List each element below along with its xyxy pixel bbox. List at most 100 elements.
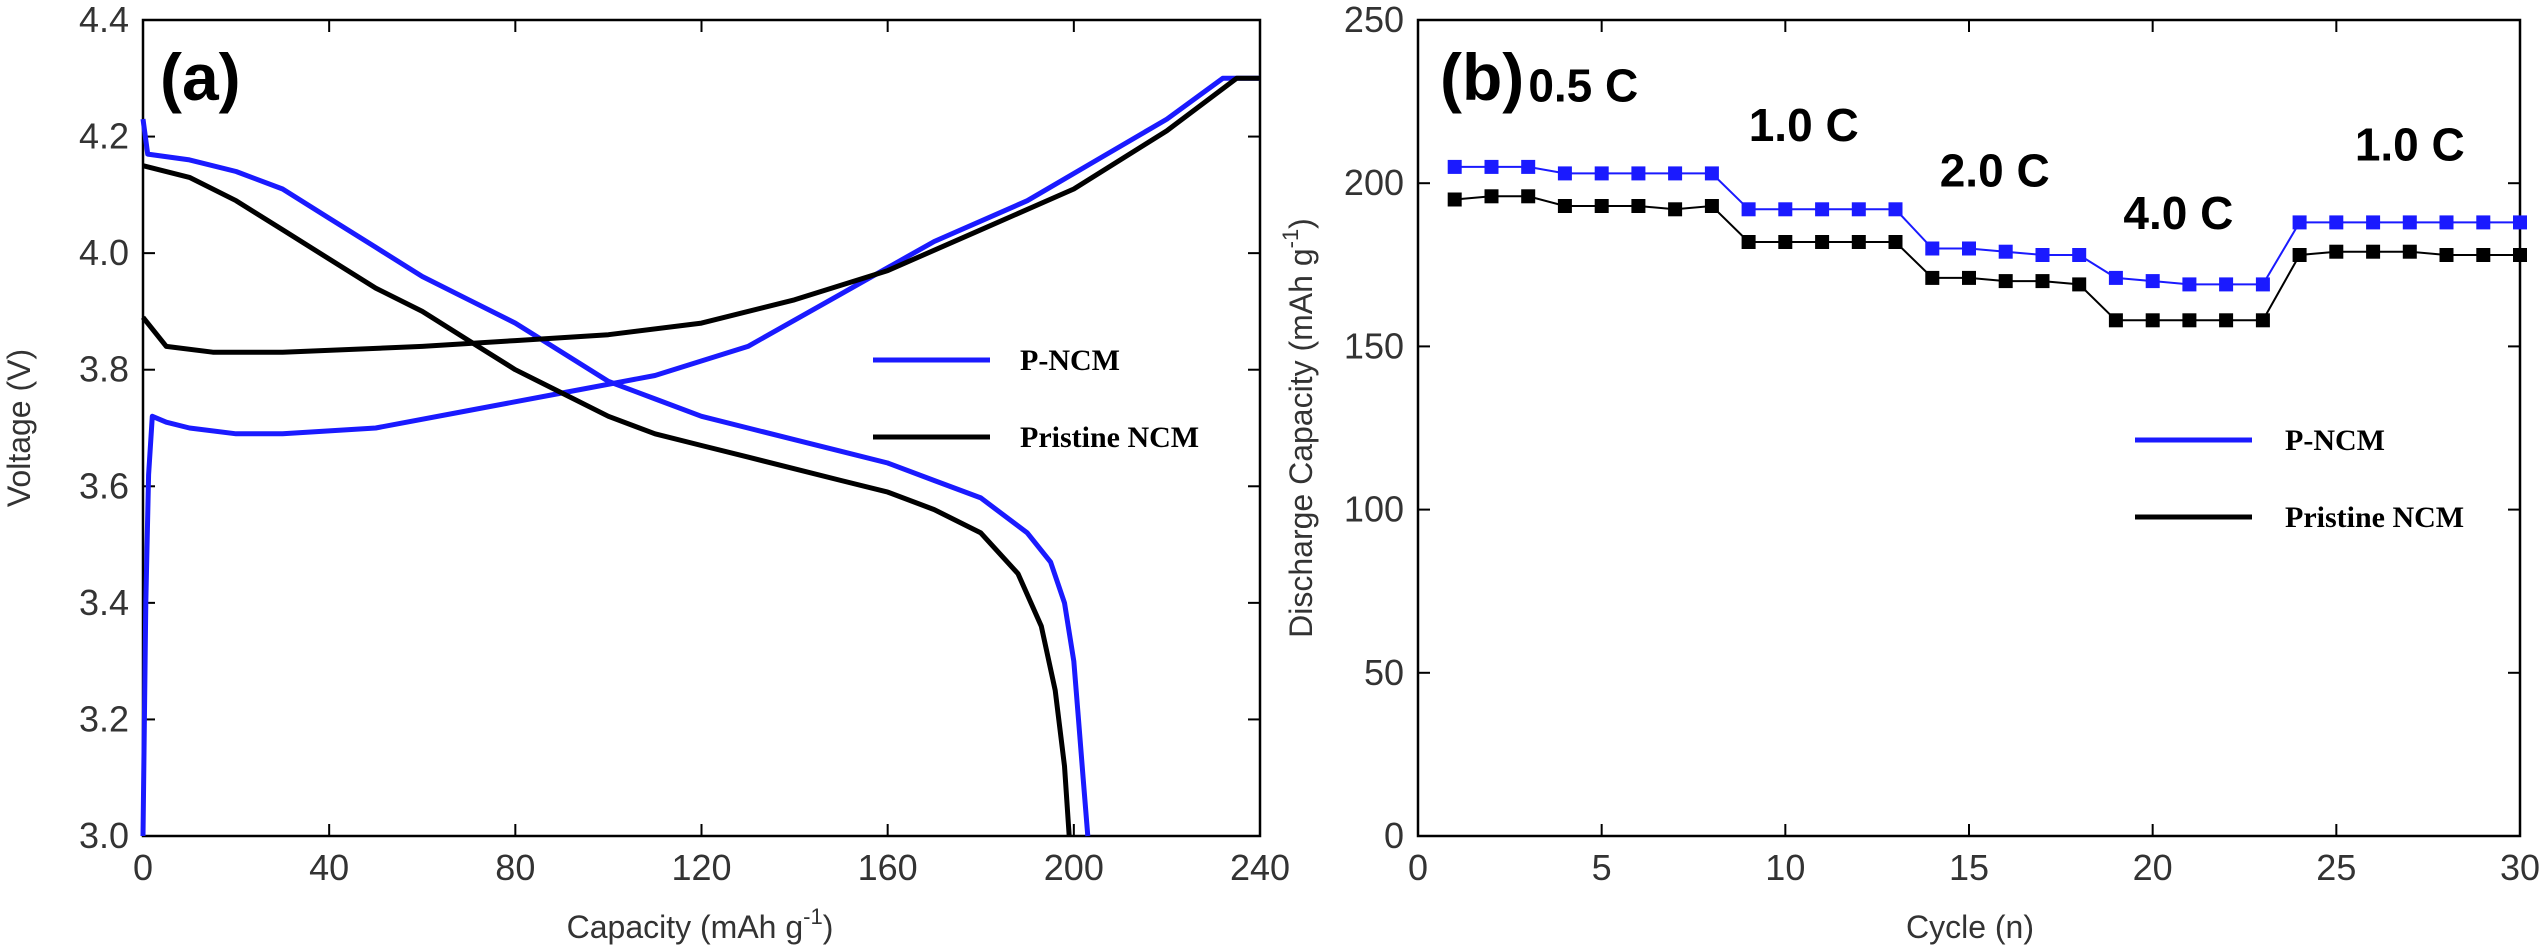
panel-b-ticks: 0 5 10 15 20 25 30 0 50 100 150 200 250	[1344, 0, 2540, 888]
panel-b-pristine-ncm-point	[2182, 313, 2197, 328]
panel-b-p-ncm-point	[1631, 166, 1646, 181]
panel-b-p-ncm-point	[1851, 202, 1866, 217]
panel-a-x-tick-label: 240	[1230, 847, 1290, 888]
panel-b-y-tick-label: 0	[1384, 815, 1404, 856]
panel-a-y-tick-label: 3.8	[79, 349, 129, 390]
panel-b-x-tick-label: 20	[2133, 847, 2173, 888]
panel-b-pristine-ncm-point	[2145, 313, 2160, 328]
panel-b-p-ncm-point	[1447, 159, 1462, 174]
panel-b-p-ncm-point	[2329, 215, 2344, 230]
panel-b-pristine-ncm-point	[2476, 248, 2491, 262]
panel-a-series	[140, 75, 1260, 837]
panel-b-p-ncm-point	[2219, 277, 2234, 292]
panel-b-pristine-ncm-point	[2513, 248, 2527, 262]
panel-b-p-ncm-point	[2439, 215, 2454, 230]
panel-b-p-ncm-point	[2108, 270, 2123, 285]
panel-a-x-tick-label: 160	[858, 847, 918, 888]
panel-a-y-axis-title: Voltage (V)	[1, 349, 37, 507]
panel-b-y-tick-label: 250	[1344, 0, 1404, 40]
panel-b-p-ncm-point	[1998, 244, 2013, 259]
panel-a-y-tick-label: 3.0	[79, 815, 129, 856]
panel-a-y-tick-label: 4.0	[79, 232, 129, 273]
panel-a-legend-label-p-ncm: P-NCM	[1020, 344, 1120, 377]
panel-b-legend: P-NCM Pristine NCM	[2135, 424, 2464, 534]
panel-b-legend-label-pristine-ncm: Pristine NCM	[2285, 501, 2464, 534]
panel-b-x-tick-label: 15	[1949, 847, 1989, 888]
panel-b-p-ncm-point	[1778, 202, 1793, 217]
panel-a-x-tick-label: 0	[133, 847, 153, 888]
panel-b-pristine-ncm-point	[1557, 199, 1572, 213]
panel-b-p-ncm-point	[1962, 241, 1976, 256]
panel-b-legend-label-p-ncm: P-NCM	[2285, 424, 2385, 457]
panel-b-pristine-ncm-point	[1741, 235, 1756, 249]
panel-b-y-tick-label: 150	[1344, 325, 1404, 366]
panel-b-p-ncm-point	[1521, 159, 1536, 174]
panel-b-y-axis-title: Discharge Capacity (mAh g-1)	[1278, 218, 1319, 638]
panel-b-rate-label: 2.0 C	[1940, 145, 2050, 197]
panel-b-rate-label: 1.0 C	[2355, 118, 2465, 170]
panel-b-y-tick-label: 100	[1344, 489, 1404, 530]
panel-b-pristine-ncm-point	[2219, 313, 2234, 328]
panel-b-p-ncm-point	[2366, 215, 2381, 230]
panel-b-pristine-ncm-point	[2108, 313, 2123, 328]
panel-b-series	[1447, 159, 2527, 328]
panel-b-rate-labels: 0.5 C 1.0 C 2.0 C 4.0 C 1.0 C	[1528, 60, 2464, 239]
panel-b-rate-capability-chart: 0 5 10 15 20 25 30 0 50 100 150 200 250 (b) 0.5 C 1.0…	[1278, 0, 2540, 945]
panel-a-ticks: 0 40 80 120 160 200 240 3.0 3.2 3.4 3.6 3.8 4.0 4.2 4.…	[79, 0, 1290, 888]
panel-b-pristine-ncm-point	[2439, 248, 2454, 262]
panel-a-x-tick-label: 120	[671, 847, 731, 888]
panel-b-pristine-ncm-point	[1925, 270, 1940, 285]
panel-b-pristine-ncm-point	[1888, 235, 1903, 249]
panel-b-pristine-ncm-point	[1484, 189, 1499, 204]
panel-a-voltage-chart: 0 40 80 120 160 200 240 3.0 3.2 3.4 3.6 3.8 4.0 4.2 4.…	[1, 0, 1290, 945]
panel-a-legend-label-pristine-ncm: Pristine NCM	[1020, 421, 1199, 454]
panel-b-pristine-ncm-point	[2255, 313, 2270, 328]
panel-b-x-tick-label: 25	[2316, 847, 2356, 888]
panel-b-pristine-ncm-point	[2292, 248, 2307, 262]
panel-b-pristine-ncm-point	[1778, 235, 1793, 249]
panel-a-legend: P-NCM Pristine NCM	[873, 344, 1199, 454]
panel-a-pristine-ncm-curve-discharge	[142, 163, 1072, 837]
panel-b-pristine-ncm-point	[1851, 235, 1866, 249]
panel-b-p-ncm-point	[2402, 215, 2417, 230]
panel-b-x-tick-label: 0	[1408, 847, 1428, 888]
panel-b-p-ncm-point	[1668, 166, 1683, 181]
panel-b-p-ncm-point	[2035, 248, 2050, 262]
panel-b-pristine-ncm-point	[1704, 199, 1719, 213]
panel-b-pristine-ncm-point	[1594, 199, 1609, 213]
panel-a-y-tick-label: 3.6	[79, 465, 129, 506]
panel-b-p-ncm-point	[1741, 202, 1756, 217]
panel-b-y-tick-label: 50	[1364, 652, 1404, 693]
panel-b-p-ncm-point	[1594, 166, 1609, 181]
panel-b-pristine-ncm-line	[1454, 195, 2520, 322]
panel-a-y-tick-label: 3.2	[79, 698, 129, 739]
panel-b-pristine-ncm-point	[2402, 244, 2417, 259]
panel-a-pristine-ncm-curve-charge	[141, 75, 1260, 355]
panel-b-p-ncm-point	[1888, 202, 1903, 217]
panel-b-x-tick-label: 10	[1765, 847, 1805, 888]
panel-b-label: (b)	[1440, 40, 1524, 114]
panel-a-label: (a)	[160, 40, 241, 114]
panel-b-pristine-ncm-point	[1962, 270, 1976, 285]
panel-b-pristine-ncm-point	[1815, 235, 1830, 249]
panel-b-p-ncm-point	[2476, 215, 2491, 230]
panel-b-p-ncm-point	[1557, 166, 1572, 181]
panel-b-p-ncm-point	[2145, 274, 2160, 289]
panel-b-p-ncm-point	[1484, 159, 1499, 174]
panel-a-x-tick-label: 200	[1044, 847, 1104, 888]
panel-b-p-ncm-point	[1815, 202, 1830, 217]
panel-a-y-tick-label: 4.4	[79, 0, 129, 40]
panel-b-pristine-ncm-point	[2329, 244, 2344, 259]
panel-b-pristine-ncm-point	[1447, 192, 1462, 207]
panel-b-p-ncm-point	[2292, 215, 2307, 230]
panel-b-pristine-ncm-point	[1521, 189, 1536, 204]
panel-b-p-ncm-point	[1704, 166, 1719, 181]
panel-b-pristine-ncm-point	[1668, 202, 1683, 217]
panel-b-y-tick-label: 200	[1344, 162, 1404, 203]
panel-a-y-tick-label: 4.2	[79, 116, 129, 157]
panel-b-rate-label: 1.0 C	[1749, 99, 1859, 151]
panel-a-x-axis-title: Capacity (mAh g-1)	[567, 904, 834, 945]
panel-b-x-axis-title: Cycle (n)	[1906, 909, 2034, 945]
panel-a-x-tick-label: 80	[495, 847, 535, 888]
panel-b-rate-label: 4.0 C	[2123, 187, 2233, 239]
